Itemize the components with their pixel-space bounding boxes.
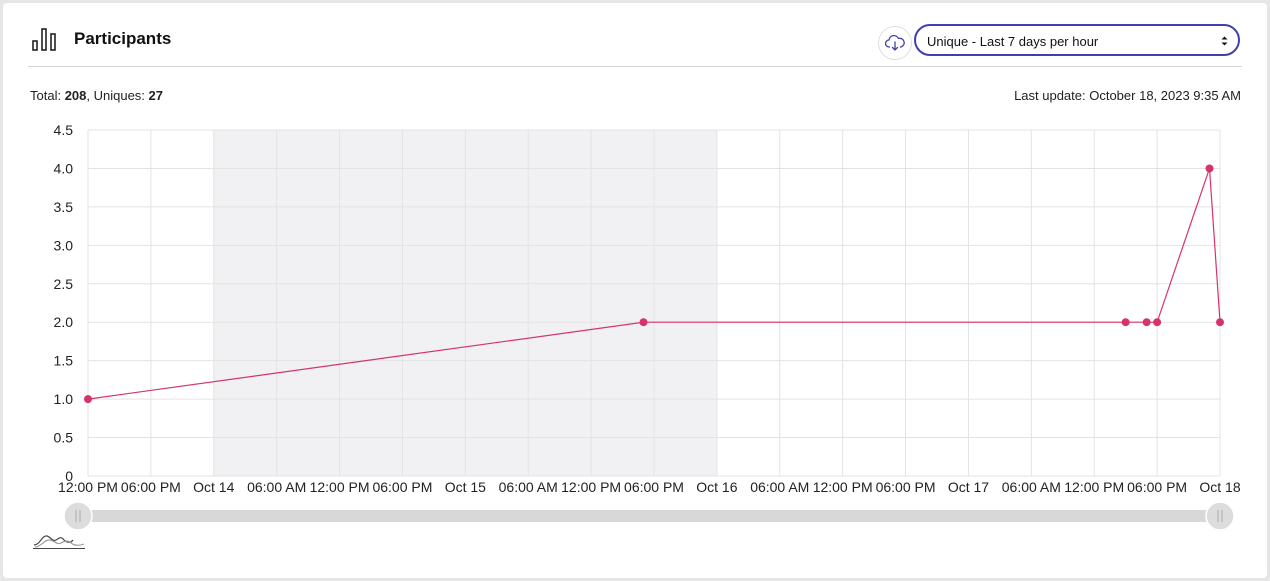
x-tick-label: 06:00 AM bbox=[247, 479, 306, 495]
x-tick-label: 06:00 PM bbox=[372, 479, 432, 495]
x-tick-label: 06:00 PM bbox=[121, 479, 181, 495]
brush-preview-icon bbox=[33, 535, 85, 549]
y-tick-label: 1.5 bbox=[54, 353, 74, 369]
total-value: 208 bbox=[64, 88, 87, 103]
x-tick-label: 12:00 PM bbox=[310, 479, 370, 495]
data-point bbox=[1153, 318, 1162, 327]
cloud-download-icon bbox=[885, 34, 905, 51]
x-tick-label: Oct 14 bbox=[193, 479, 234, 495]
y-tick-label: 4.5 bbox=[54, 122, 74, 138]
download-button[interactable] bbox=[878, 26, 912, 60]
bar-chart-icon bbox=[32, 28, 56, 51]
data-point bbox=[639, 318, 648, 327]
x-tick-label: Oct 17 bbox=[948, 479, 989, 495]
x-tick-label: 12:00 PM bbox=[1064, 479, 1124, 495]
total-label: Total: bbox=[30, 88, 65, 103]
x-tick-label: Oct 15 bbox=[445, 479, 486, 495]
x-tick-label: Oct 16 bbox=[696, 479, 737, 495]
y-tick-label: 0.5 bbox=[54, 430, 74, 446]
page-title: Participants bbox=[74, 29, 172, 48]
y-tick-label: 0 bbox=[65, 468, 73, 484]
data-point bbox=[1121, 318, 1130, 327]
x-tick-label: 12:00 PM bbox=[561, 479, 621, 495]
x-tick-label: 06:00 AM bbox=[750, 479, 809, 495]
y-tick-label: 4.0 bbox=[54, 160, 74, 176]
range-slider-track bbox=[78, 510, 1220, 522]
x-tick-label: 12:00 PM bbox=[813, 479, 873, 495]
data-point bbox=[84, 395, 92, 404]
x-tick-label: 06:00 PM bbox=[624, 479, 684, 495]
range-slider-end-handle[interactable] bbox=[1205, 501, 1235, 531]
y-tick-label: 2.0 bbox=[54, 314, 74, 330]
y-tick-label: 3.0 bbox=[54, 237, 74, 253]
uniques-label: , Uniques: bbox=[86, 88, 149, 103]
select-arrows-icon bbox=[1221, 36, 1228, 46]
x-tick-label: 12:00 PM bbox=[58, 479, 118, 495]
y-tick-label: 1.0 bbox=[54, 391, 74, 407]
y-tick-label: 3.5 bbox=[54, 199, 74, 215]
x-tick-label: Oct 18 bbox=[1199, 479, 1240, 495]
last-update: Last update: October 18, 2023 9:35 AM bbox=[1014, 88, 1241, 103]
x-tick-label: 06:00 PM bbox=[876, 479, 936, 495]
summary-text: Total: 208, Uniques: 27 bbox=[30, 88, 163, 103]
data-point bbox=[1205, 164, 1214, 173]
y-tick-label: 2.5 bbox=[54, 276, 74, 292]
data-point bbox=[1216, 318, 1224, 327]
data-point bbox=[1142, 318, 1151, 327]
chart-header: Participants Unique - Last 7 days per ho… bbox=[28, 22, 1242, 67]
x-tick-label: 06:00 AM bbox=[499, 479, 558, 495]
range-select-value: Unique - Last 7 days per hour bbox=[927, 34, 1099, 49]
uniques-value: 27 bbox=[148, 88, 164, 103]
range-select[interactable]: Unique - Last 7 days per hour bbox=[914, 24, 1240, 56]
range-slider-start-handle[interactable] bbox=[63, 501, 93, 531]
x-tick-label: 06:00 PM bbox=[1127, 479, 1187, 495]
x-tick-label: 06:00 AM bbox=[1002, 479, 1061, 495]
